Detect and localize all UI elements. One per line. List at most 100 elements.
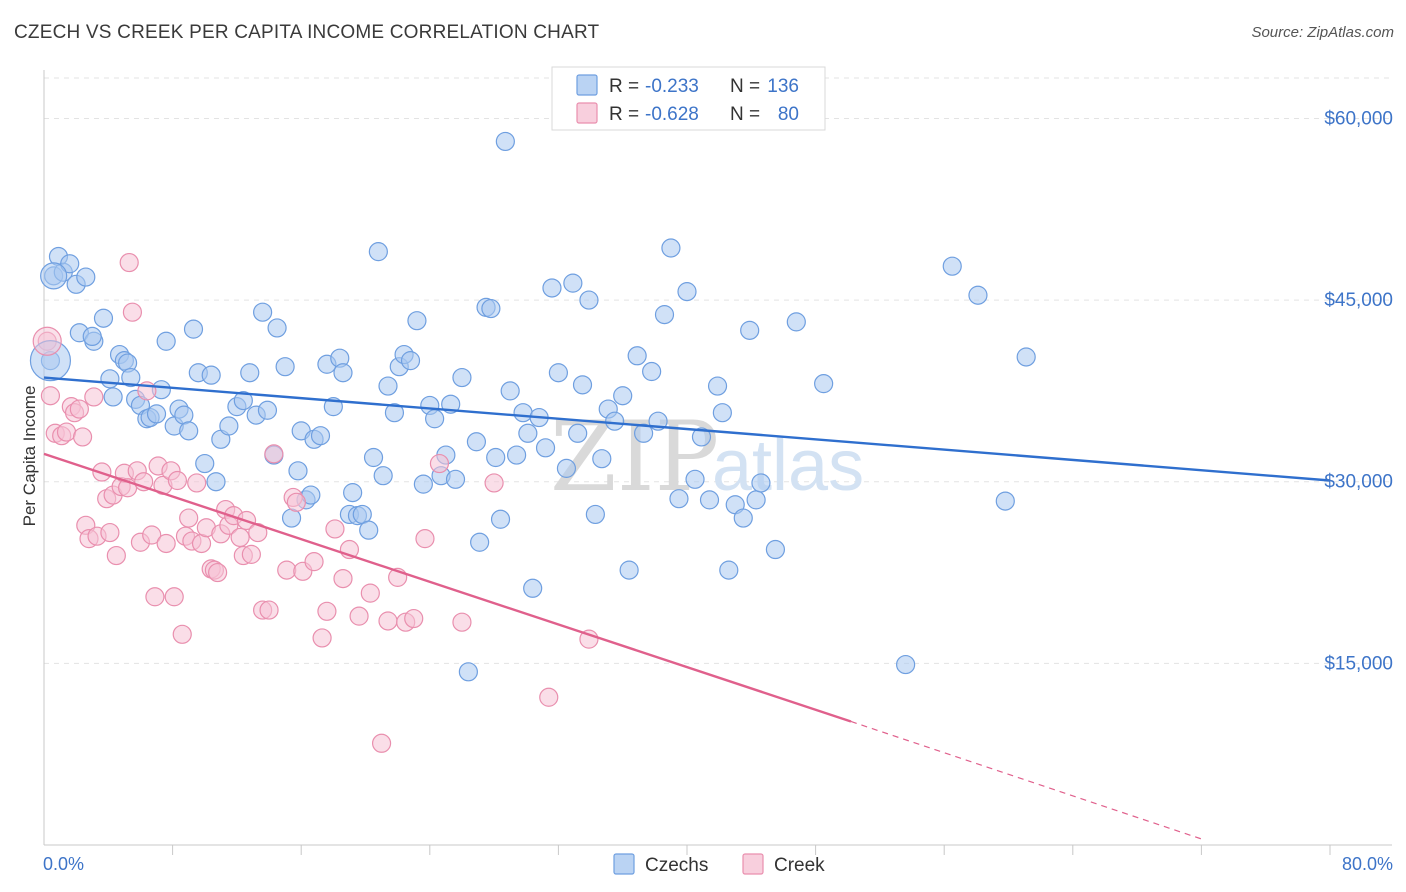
point-czechs: [523, 578, 543, 598]
point-czechs: [563, 273, 583, 293]
point-czechs: [605, 411, 625, 431]
point-czechs: [82, 326, 102, 347]
point-czechs: [310, 426, 331, 446]
point-creek: [119, 252, 139, 273]
point-czechs: [733, 508, 753, 528]
bottom-legend-swatch-czechs: [613, 853, 635, 875]
point-czechs: [378, 376, 398, 396]
point-czechs: [121, 367, 141, 388]
point-czechs: [275, 357, 295, 377]
point-creek: [187, 473, 207, 493]
point-czechs: [699, 490, 720, 510]
point-creek: [371, 733, 392, 753]
point-creek: [172, 624, 192, 644]
point-creek: [156, 533, 176, 554]
point-czechs: [76, 267, 96, 287]
point-creek: [145, 587, 165, 607]
point-czechs: [343, 483, 363, 503]
bottom-legend-label-creek: Creek: [774, 855, 825, 876]
point-creek: [122, 302, 143, 322]
point-czechs: [814, 374, 834, 394]
point-czechs: [712, 403, 732, 423]
point-czechs: [257, 400, 278, 420]
point-czechs: [556, 458, 577, 478]
point-czechs: [613, 386, 633, 406]
point-creek: [579, 629, 599, 649]
point-czechs: [579, 290, 599, 310]
trend-line-creek: [43, 452, 852, 723]
point-czechs: [413, 474, 433, 494]
point-creek: [429, 453, 450, 474]
point-creek: [333, 568, 353, 589]
point-creek: [142, 525, 162, 545]
legend-r-value-czechs: -0.233: [645, 76, 699, 97]
point-czechs: [359, 520, 379, 540]
y-tick-label: $60,000: [1324, 108, 1393, 129]
point-czechs: [103, 387, 123, 407]
point-czechs: [535, 438, 556, 458]
point-czechs: [445, 469, 466, 489]
point-czechs: [654, 305, 675, 325]
point-czechs: [363, 447, 384, 468]
point-creek: [167, 470, 188, 491]
point-czechs: [633, 423, 654, 443]
x-tick-label-min: 0.0%: [43, 854, 84, 874]
legend-swatch-creek: [576, 102, 598, 124]
point-czechs: [373, 466, 393, 486]
point-czechs: [592, 449, 612, 469]
legend-r-label-czechs: R =: [609, 76, 639, 97]
point-czechs: [407, 311, 427, 331]
trend-line-extension-creek: [850, 720, 1202, 840]
trend-lines: [43, 376, 1331, 840]
point-czechs: [740, 320, 760, 340]
series-creek: [37, 252, 599, 753]
bottom-legend-label-czechs: Czechs: [645, 855, 708, 876]
axes: [43, 70, 1392, 855]
point-czechs: [513, 403, 533, 423]
point-czechs: [642, 361, 662, 382]
bottom-legend: Czechs Creek: [613, 853, 825, 876]
point-czechs: [240, 363, 260, 383]
point-czechs: [466, 432, 487, 452]
point-czechs: [425, 409, 445, 429]
y-tick-label: $45,000: [1324, 290, 1393, 311]
point-czechs: [481, 298, 501, 319]
point-czechs: [490, 509, 511, 529]
point-czechs: [568, 423, 588, 443]
point-czechs: [719, 560, 739, 580]
point-creek: [539, 687, 559, 707]
point-czechs: [548, 363, 569, 383]
data-points: [29, 131, 1036, 753]
point-creek: [452, 612, 472, 632]
point-czechs: [400, 351, 421, 371]
point-czechs: [1016, 347, 1036, 367]
legend-n-value-creek: 80: [778, 104, 799, 125]
series-czechs: [40, 131, 1036, 682]
point-czechs: [669, 489, 689, 509]
point-creek: [106, 545, 126, 566]
point-czechs: [518, 423, 538, 443]
watermark-atlas: atlas: [712, 426, 864, 506]
legend-swatch-czechs: [576, 74, 598, 96]
point-creek: [404, 608, 424, 629]
point-creek-large: [32, 326, 62, 356]
point-czechs: [452, 367, 472, 388]
point-czechs: [195, 453, 215, 474]
point-czechs: [183, 319, 204, 339]
point-czechs: [201, 365, 221, 385]
point-czechs: [93, 308, 114, 328]
point-czechs: [619, 560, 639, 580]
point-czechs: [100, 369, 120, 389]
point-creek: [325, 519, 345, 539]
point-czechs: [206, 472, 226, 492]
point-creek: [179, 508, 199, 528]
y-tick-label: $30,000: [1324, 472, 1393, 493]
legend-n-value-czechs: 136: [767, 76, 799, 97]
point-czechs: [60, 254, 80, 274]
point-czechs: [500, 381, 520, 401]
point-czechs: [995, 491, 1015, 511]
point-czechs-large: [40, 262, 68, 290]
point-czechs: [896, 654, 916, 675]
point-czechs: [942, 256, 962, 276]
point-czechs: [786, 312, 806, 332]
